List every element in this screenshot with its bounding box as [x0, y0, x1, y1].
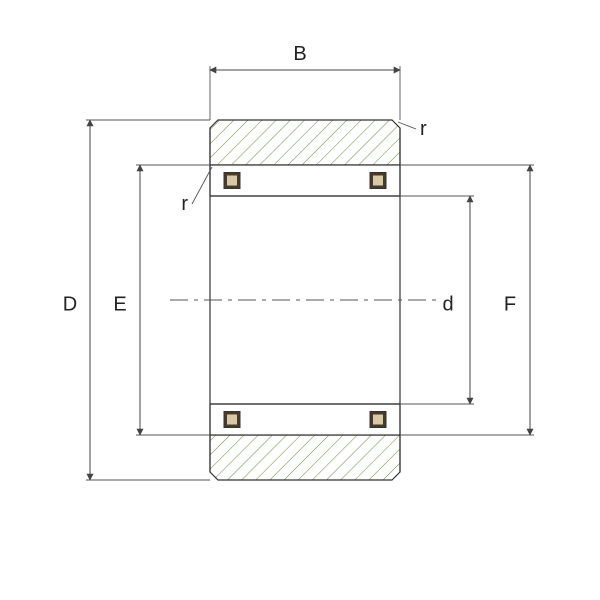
svg-text:r: r: [181, 193, 188, 215]
svg-text:E: E: [113, 293, 126, 315]
svg-text:F: F: [504, 293, 516, 315]
svg-text:d: d: [442, 293, 453, 315]
bearing-diagram: B D Ed Fr r: [0, 0, 600, 600]
cross-section: [170, 120, 440, 480]
svg-text:B: B: [293, 43, 306, 65]
svg-text:r: r: [420, 118, 427, 140]
svg-text:D: D: [63, 293, 77, 315]
